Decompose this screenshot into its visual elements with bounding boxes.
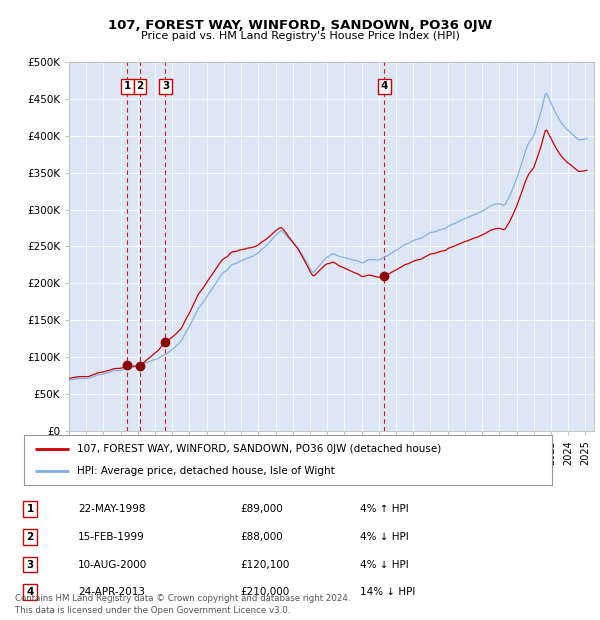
Text: HPI: Average price, detached house, Isle of Wight: HPI: Average price, detached house, Isle… — [77, 466, 335, 476]
Text: £89,000: £89,000 — [240, 504, 283, 514]
Text: 1: 1 — [124, 81, 131, 91]
Text: 24-APR-2013: 24-APR-2013 — [78, 587, 145, 597]
Text: 15-FEB-1999: 15-FEB-1999 — [78, 532, 145, 542]
Text: 14% ↓ HPI: 14% ↓ HPI — [360, 587, 415, 597]
Text: 2: 2 — [136, 81, 143, 91]
Text: 107, FOREST WAY, WINFORD, SANDOWN, PO36 0JW: 107, FOREST WAY, WINFORD, SANDOWN, PO36 … — [108, 19, 492, 32]
Text: 4% ↑ HPI: 4% ↑ HPI — [360, 504, 409, 514]
Text: Price paid vs. HM Land Registry's House Price Index (HPI): Price paid vs. HM Land Registry's House … — [140, 31, 460, 41]
Text: £210,000: £210,000 — [240, 587, 289, 597]
Text: 1: 1 — [26, 504, 34, 514]
Text: 2: 2 — [26, 532, 34, 542]
Text: 4% ↓ HPI: 4% ↓ HPI — [360, 559, 409, 570]
Text: 4: 4 — [26, 587, 34, 597]
Text: £120,100: £120,100 — [240, 559, 289, 570]
Text: 4% ↓ HPI: 4% ↓ HPI — [360, 532, 409, 542]
Text: Contains HM Land Registry data © Crown copyright and database right 2024.
This d: Contains HM Land Registry data © Crown c… — [15, 594, 350, 614]
Text: 3: 3 — [162, 81, 169, 91]
Text: 4: 4 — [380, 81, 388, 91]
Text: 22-MAY-1998: 22-MAY-1998 — [78, 504, 146, 514]
Text: £88,000: £88,000 — [240, 532, 283, 542]
Text: 3: 3 — [26, 559, 34, 570]
Text: 10-AUG-2000: 10-AUG-2000 — [78, 559, 147, 570]
Text: 107, FOREST WAY, WINFORD, SANDOWN, PO36 0JW (detached house): 107, FOREST WAY, WINFORD, SANDOWN, PO36 … — [77, 444, 441, 454]
